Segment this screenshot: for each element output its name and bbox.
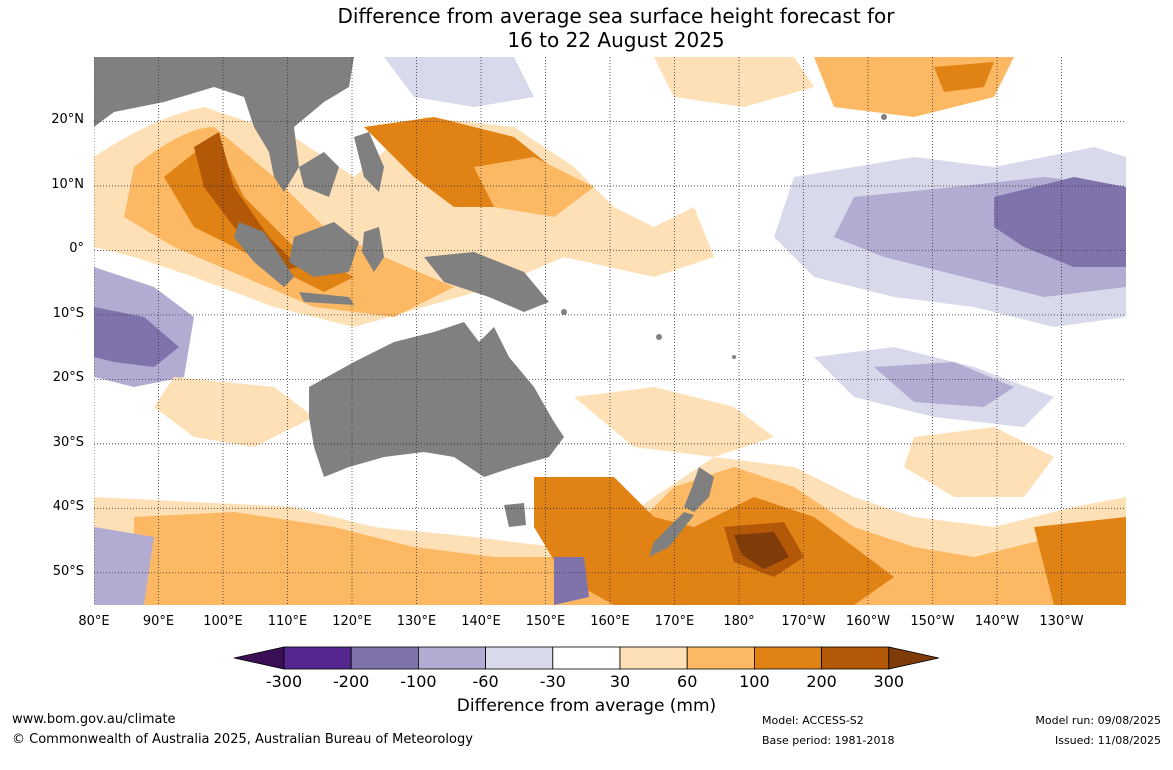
model-text: Model: ACCESS-S2	[762, 714, 864, 727]
colorbar-tick-label: -100	[400, 672, 437, 691]
colorbar-min-arrow	[233, 646, 285, 670]
latitude-label: 20°N	[51, 112, 84, 128]
longitude-label: 160°W	[845, 614, 891, 629]
colorbar-tick-label: 100	[739, 672, 770, 691]
colorbar-tick-label: 60	[677, 672, 698, 691]
colorbar-swatch	[821, 646, 890, 670]
longitude-label: 140°E	[461, 614, 501, 629]
website-link[interactable]: www.bom.gov.au/climate	[12, 712, 176, 727]
graticule	[94, 57, 1126, 605]
colorbar-swatch	[283, 646, 352, 670]
title-line-2: 16 to 22 August 2025	[507, 28, 725, 52]
longitude-label: 130°W	[1039, 614, 1084, 629]
colorbar-swatch	[754, 646, 823, 670]
colorbar-tick-label: -200	[333, 672, 370, 691]
longitude-label: 80°E	[78, 614, 110, 629]
colorbar-swatch	[686, 646, 755, 670]
colorbar-swatch	[417, 646, 486, 670]
longitude-label: 110°E	[267, 614, 308, 629]
colorbar-tick-label: -30	[539, 672, 566, 691]
colorbar-tick-label: 30	[609, 672, 631, 691]
colorbar-tick-label: 200	[806, 672, 837, 691]
longitude-label: 140°W	[974, 614, 1020, 629]
longitude-label: 170°W	[781, 614, 826, 629]
base-period-text: Base period: 1981-2018	[762, 734, 895, 747]
colorbar-tick-label: 300	[873, 672, 905, 691]
colorbar-swatch	[350, 646, 419, 670]
model-run-text: Model run: 09/08/2025	[1035, 714, 1161, 727]
longitude-label: 180°	[723, 614, 755, 629]
longitude-label: 160°E	[590, 614, 630, 629]
legend-title: Difference from average (mm)	[456, 696, 717, 716]
colorbar-tick-label: -60	[472, 672, 499, 691]
colorbar-swatch	[485, 646, 554, 670]
sea-surface-height-map	[94, 57, 1126, 605]
map-title: Difference from average sea surface heig…	[0, 4, 1173, 52]
latitude-label: 40°S	[52, 499, 84, 515]
longitude-label: 150°E	[525, 614, 566, 629]
anomaly-contours	[94, 57, 1126, 605]
latitude-label: 30°S	[52, 434, 84, 450]
title-line-1: Difference from average sea surface heig…	[337, 4, 895, 28]
latitude-label: 20°S	[52, 370, 84, 386]
colorbar-legend	[233, 644, 940, 676]
colorbar-tick-label: -300	[265, 672, 303, 691]
longitude-label: 90°E	[142, 614, 175, 629]
land-masses	[94, 57, 887, 557]
longitude-label: 100°E	[203, 614, 243, 629]
colorbar-swatch	[619, 646, 688, 670]
copyright-text: © Commonwealth of Australia 2025, Austra…	[12, 732, 473, 747]
latitude-label: 10°N	[51, 176, 84, 192]
latitude-label: 10°S	[52, 305, 84, 321]
longitude-label: 130°E	[396, 614, 437, 629]
latitude-label: 0°	[69, 241, 84, 257]
longitude-label: 150°W	[910, 614, 955, 629]
issued-text: Issued: 11/08/2025	[1054, 734, 1161, 747]
colorbar	[233, 646, 939, 670]
longitude-label: 120°E	[332, 614, 372, 629]
colorbar-swatch	[552, 646, 621, 670]
longitude-label: 170°E	[654, 614, 695, 629]
colorbar-max-arrow	[888, 646, 939, 670]
map-canvas	[94, 57, 1126, 605]
latitude-label: 50°S	[52, 563, 84, 579]
